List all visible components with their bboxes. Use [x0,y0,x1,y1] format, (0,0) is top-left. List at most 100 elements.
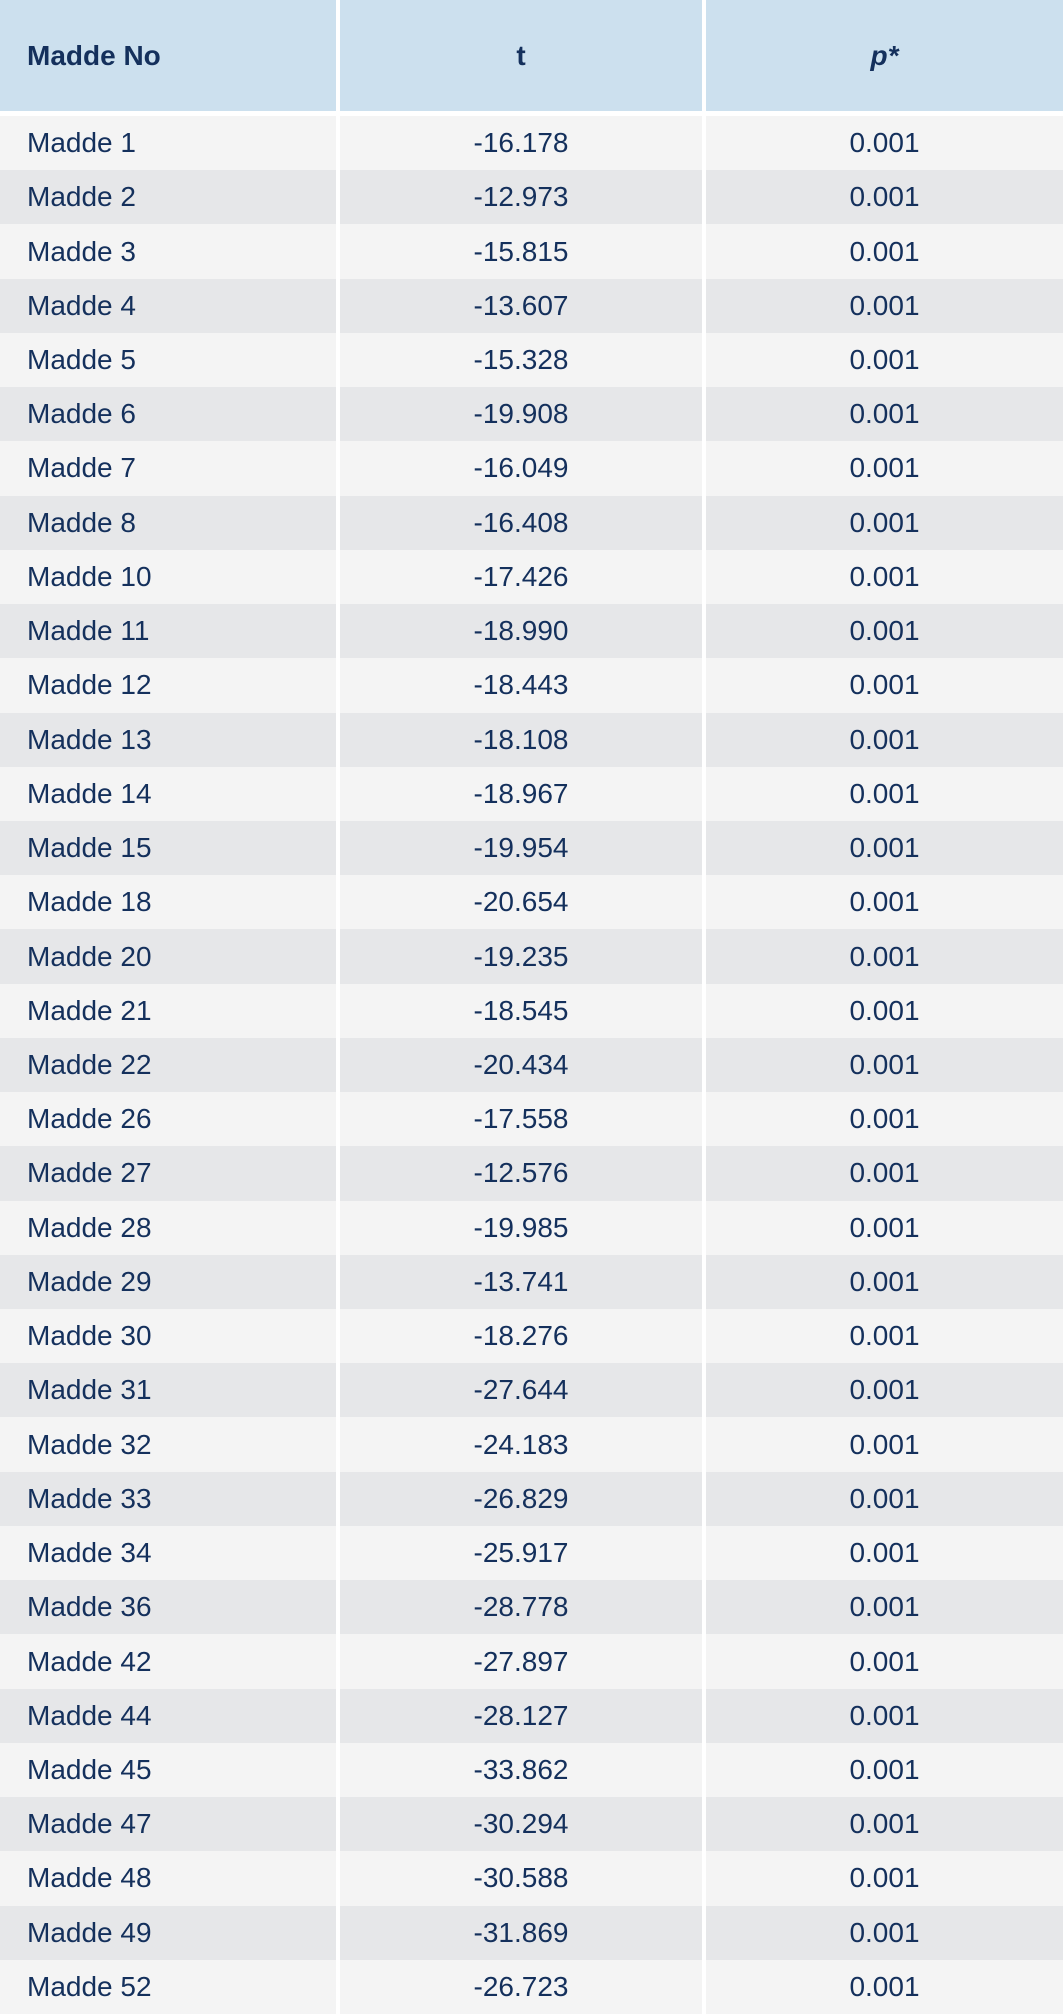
p-value-cell: 0.001 [706,820,1063,876]
header-t: t [340,0,702,116]
t-value-cell: -24.183 [340,1417,702,1472]
t-value-cell: -12.973 [340,170,702,225]
item-cell: Madde 15 [0,820,336,876]
p-value-cell: 0.001 [706,1742,1063,1798]
p-value-cell: 0.001 [706,1254,1063,1310]
p-value-cell: 0.001 [706,332,1063,388]
item-cell: Madde 11 [0,604,336,659]
p-value-cell: 0.001 [706,1363,1063,1418]
p-value-cell: 0.001 [706,1092,1063,1147]
t-value-cell: -31.869 [340,1905,702,1960]
p-value-cell: 0.001 [706,875,1063,930]
item-cell: Madde 8 [0,495,336,550]
item-cell: Madde 7 [0,441,336,496]
t-value-cell: -28.778 [340,1580,702,1635]
item-cell: Madde 33 [0,1471,336,1526]
t-value-cell: -13.741 [340,1254,702,1310]
item-cell: Madde 47 [0,1797,336,1852]
t-value-cell: -27.897 [340,1634,702,1689]
t-value-cell: -20.654 [340,875,702,930]
item-cell: Madde 13 [0,712,336,767]
t-value-cell: -26.829 [340,1471,702,1526]
item-cell: Madde 28 [0,1200,336,1255]
item-cell: Madde 48 [0,1851,336,1906]
t-value-cell: -18.108 [340,712,702,767]
p-value-cell: 0.001 [706,1037,1063,1093]
p-value-cell: 0.001 [706,278,1063,333]
t-value-cell: -25.917 [340,1525,702,1581]
item-cell: Madde 1 [0,116,336,171]
t-value-cell: -30.588 [340,1851,702,1906]
t-value-cell: -18.276 [340,1309,702,1364]
p-value-cell: 0.001 [706,1580,1063,1635]
item-cell: Madde 31 [0,1363,336,1418]
item-cell: Madde 36 [0,1580,336,1635]
item-cell: Madde 26 [0,1092,336,1147]
item-cell: Madde 52 [0,1959,336,2014]
item-cell: Madde 44 [0,1688,336,1743]
t-value-cell: -12.576 [340,1146,702,1201]
p-value-cell: 0.001 [706,1471,1063,1526]
p-value-cell: 0.001 [706,224,1063,279]
t-value-cell: -30.294 [340,1797,702,1852]
p-value-cell: 0.001 [706,1309,1063,1364]
p-value-cell: 0.001 [706,929,1063,984]
p-value-cell: 0.001 [706,712,1063,767]
item-cell: Madde 6 [0,387,336,442]
item-cell: Madde 42 [0,1634,336,1689]
t-value-cell: -28.127 [340,1688,702,1743]
item-cell: Madde 29 [0,1254,336,1310]
p-value-cell: 0.001 [706,1851,1063,1906]
p-value-cell: 0.001 [706,1525,1063,1581]
p-value-cell: 0.001 [706,658,1063,713]
t-value-cell: -15.815 [340,224,702,279]
p-value-cell: 0.001 [706,1200,1063,1255]
item-cell: Madde 32 [0,1417,336,1472]
p-value-cell: 0.001 [706,1797,1063,1852]
t-value-cell: -16.178 [340,116,702,171]
p-value-cell: 0.001 [706,1688,1063,1743]
t-value-cell: -18.545 [340,983,702,1038]
item-cell: Madde 34 [0,1525,336,1581]
item-cell: Madde 22 [0,1037,336,1093]
item-cell: Madde 3 [0,224,336,279]
t-value-cell: -16.049 [340,441,702,496]
item-cell: Madde 14 [0,766,336,821]
p-value-cell: 0.001 [706,387,1063,442]
item-cell: Madde 21 [0,983,336,1038]
t-value-cell: -18.990 [340,604,702,659]
t-value-cell: -27.644 [340,1363,702,1418]
t-value-cell: -16.408 [340,495,702,550]
t-value-cell: -17.558 [340,1092,702,1147]
p-value-cell: 0.001 [706,983,1063,1038]
t-value-cell: -19.954 [340,820,702,876]
t-value-cell: -17.426 [340,549,702,605]
p-value-cell: 0.001 [706,1959,1063,2014]
p-value-cell: 0.001 [706,1146,1063,1201]
item-cell: Madde 18 [0,875,336,930]
item-cell: Madde 27 [0,1146,336,1201]
item-cell: Madde 12 [0,658,336,713]
t-value-cell: -19.985 [340,1200,702,1255]
p-value-cell: 0.001 [706,170,1063,225]
t-value-cell: -19.908 [340,387,702,442]
item-cell: Madde 49 [0,1905,336,1960]
t-value-cell: -19.235 [340,929,702,984]
t-value-cell: -15.328 [340,332,702,388]
p-value-cell: 0.001 [706,1905,1063,1960]
item-cell: Madde 30 [0,1309,336,1364]
header-madde-no: Madde No [0,0,336,116]
t-value-cell: -18.443 [340,658,702,713]
t-value-cell: -18.967 [340,766,702,821]
item-cell: Madde 5 [0,332,336,388]
item-cell: Madde 2 [0,170,336,225]
p-value-cell: 0.001 [706,604,1063,659]
item-cell: Madde 20 [0,929,336,984]
t-value-cell: -26.723 [340,1959,702,2014]
item-cell: Madde 10 [0,549,336,605]
header-p: p* [706,0,1063,116]
t-value-cell: -33.862 [340,1742,702,1798]
p-value-cell: 0.001 [706,766,1063,821]
item-cell: Madde 4 [0,278,336,333]
